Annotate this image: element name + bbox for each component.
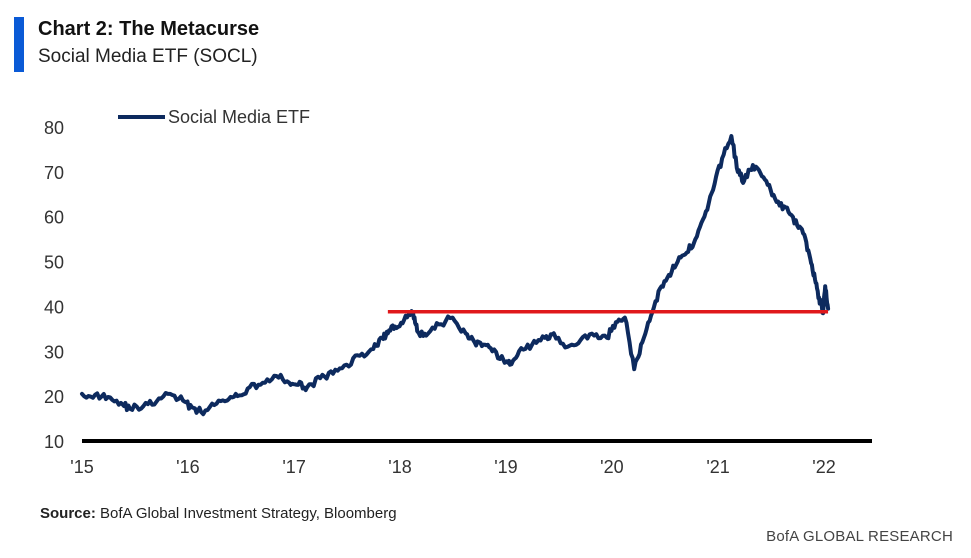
y-tick-label: 50 bbox=[44, 253, 64, 273]
brand-label: BofA GLOBAL RESEARCH bbox=[766, 528, 953, 545]
series-line-social-media-etf bbox=[80, 134, 831, 417]
x-tick-label: '21 bbox=[706, 457, 729, 477]
x-tick-label: '16 bbox=[176, 457, 199, 477]
page-subtitle: Social Media ETF (SOCL) bbox=[38, 46, 258, 67]
title-accent-bar bbox=[14, 17, 24, 72]
source-text: BofA Global Investment Strategy, Bloombe… bbox=[100, 505, 397, 522]
x-tick-label: '17 bbox=[282, 457, 305, 477]
y-tick-label: 20 bbox=[44, 387, 64, 407]
line-chart: 10 20 30 40 50 60 70 80 '15 '16 '17 '18 '19 '20 '21 '22… bbox=[44, 107, 872, 477]
y-tick-label: 80 bbox=[44, 118, 64, 138]
x-tick-label: '22 bbox=[812, 457, 835, 477]
page-title: Chart 2: The Metacurse bbox=[38, 18, 260, 40]
y-tick-label: 60 bbox=[44, 208, 64, 228]
y-tick-label: 10 bbox=[44, 432, 64, 452]
legend-label: Social Media ETF bbox=[168, 107, 310, 127]
x-tick-label: '20 bbox=[600, 457, 623, 477]
x-tick-label: '18 bbox=[388, 457, 411, 477]
y-tick-label: 70 bbox=[44, 163, 64, 183]
y-tick-label: 30 bbox=[44, 342, 64, 362]
x-tick-label: '15 bbox=[70, 457, 93, 477]
y-tick-label: 40 bbox=[44, 297, 64, 317]
source-note: Source: BofA Global Investment Strategy,… bbox=[40, 505, 397, 522]
source-label: Source: bbox=[40, 505, 96, 522]
x-tick-label: '19 bbox=[494, 457, 517, 477]
